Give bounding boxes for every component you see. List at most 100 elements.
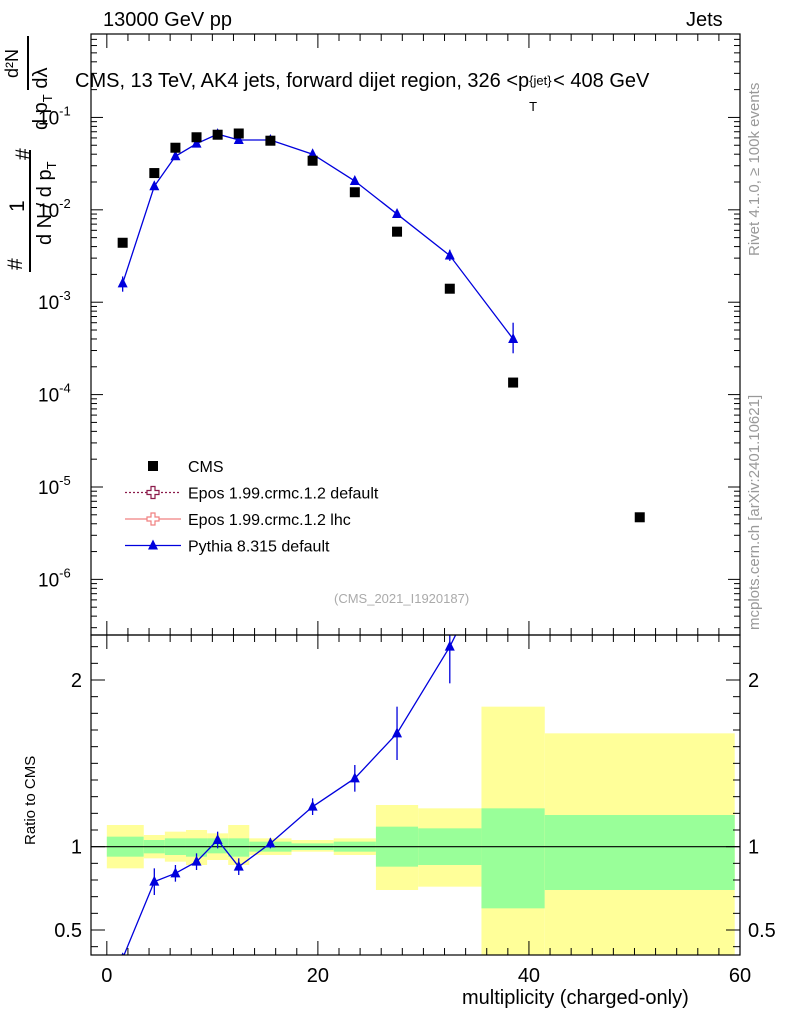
pythia-point xyxy=(392,208,403,219)
analysis-watermark: (CMS_2021_I1920187) xyxy=(334,591,470,606)
ratio-y-tick-label-right: 1 xyxy=(748,837,759,859)
y-axis-d2n: d²N xyxy=(2,48,22,78)
ratio-ticks: 0 20 40 60 0.5 0.5 1 1 2 2 xyxy=(54,635,776,987)
plot-title-sub: T xyxy=(529,99,538,114)
ratio-pythia-point xyxy=(191,855,202,866)
cms-data-point xyxy=(349,187,360,198)
pythia-point xyxy=(117,277,128,288)
y-axis-numerator: 1 xyxy=(6,200,29,212)
pythia-point xyxy=(508,332,519,343)
ratio-pythia-point xyxy=(444,640,455,651)
ratio-pythia-point xyxy=(392,727,403,738)
ratio-inner-band xyxy=(185,838,208,857)
y-axis-dlambda: dλ xyxy=(30,67,52,89)
y-tick-exponent: -5 xyxy=(59,473,71,488)
x-tick-label: 40 xyxy=(518,965,540,987)
y-axis-denominator: d N / d pT xyxy=(34,161,59,245)
cms-data-point xyxy=(191,132,202,143)
main-x-ticks xyxy=(106,34,741,635)
cms-data-point xyxy=(170,142,181,153)
ratio-y-axis-label: Ratio to CMS xyxy=(22,755,39,845)
legend-label: Pythia 8.315 default xyxy=(188,539,330,556)
y-axis-dp-dlambda: d pT dλ xyxy=(30,68,55,130)
main-y-ticks: 10-610-510-410-310-210-1 xyxy=(38,33,740,629)
ratio-y-tick-label-right: 0.5 xyxy=(748,920,776,942)
ratio-frame xyxy=(90,634,741,956)
y-tick-label: 10-4 xyxy=(38,381,71,407)
ratio-pythia-point xyxy=(349,772,360,783)
ratio-pythia-point xyxy=(149,875,160,886)
cms-data-point xyxy=(212,129,223,140)
ratio-pythia-point xyxy=(233,860,244,871)
pythia-point xyxy=(349,175,360,186)
y-tick-label: 10-6 xyxy=(38,565,71,591)
cms-data-point xyxy=(307,155,318,166)
legend-marker-epos xyxy=(146,512,160,526)
rivet-version-label: Rivet 4.1.0, ≥ 100k events xyxy=(746,82,763,256)
x-tick-label: 0 xyxy=(101,965,112,987)
y-axis-fraction-bar-2 xyxy=(27,36,29,90)
x-tick-label: 60 xyxy=(729,965,751,987)
legend-marker-pythia xyxy=(148,539,158,550)
pythia-point xyxy=(307,148,318,159)
cms-data-point xyxy=(149,168,160,179)
ratio-inner-band xyxy=(544,815,735,890)
ratio-clipped-group xyxy=(121,514,518,955)
cms-data-point xyxy=(265,135,276,146)
legend-label: CMS xyxy=(188,459,224,476)
y-axis-dp-sub: T xyxy=(40,94,55,103)
ratio-pythia-point xyxy=(508,514,518,524)
ratio-y-tick-label-left: 2 xyxy=(71,670,82,692)
cms-data-point xyxy=(508,377,519,388)
legend-label: Epos 1.99.crmc.1.2 lhc xyxy=(188,512,351,529)
x-tick-label: 20 xyxy=(307,965,329,987)
y-axis-hash-2: # xyxy=(12,148,35,160)
ratio-panel: 0 20 40 60 0.5 0.5 1 1 2 2 xyxy=(54,514,776,987)
ratio-y-tick-label-left: 0.5 xyxy=(54,920,82,942)
ratio-pythia-point xyxy=(307,800,318,811)
ratio-pythia-point xyxy=(212,834,223,844)
plot-title-sup: {jet} xyxy=(529,73,552,88)
mcplots-label: mcplots.cern.ch [arXiv:2401.10621] xyxy=(746,394,763,630)
y-axis-denominator-sub: T xyxy=(44,161,59,170)
y-axis-dp-text: d p xyxy=(30,102,52,130)
y-tick-label: 10-3 xyxy=(38,288,71,314)
y-tick-label: 10-5 xyxy=(38,473,71,499)
category-label: Jets xyxy=(686,9,723,31)
ratio-pythia-line xyxy=(123,635,457,955)
legend-marker-cms xyxy=(148,461,158,471)
y-tick-exponent: -6 xyxy=(59,565,71,580)
y-axis-denominator-text: d N / d p xyxy=(34,169,56,245)
pythia-point xyxy=(191,137,202,148)
ratio-inner-band xyxy=(481,808,545,909)
y-axis-hash-1: # xyxy=(4,258,27,270)
energy-label: 13000 GeV pp xyxy=(103,9,232,31)
pythia-point xyxy=(149,180,160,191)
ratio-uncertainty-bands xyxy=(91,706,740,955)
y-tick-exponent: -2 xyxy=(59,196,71,211)
y-tick-label: 10-2 xyxy=(38,196,71,222)
pythia-line xyxy=(122,133,514,340)
ratio-marks xyxy=(121,514,518,955)
pythia-point xyxy=(170,150,181,161)
ratio-inner-band xyxy=(228,838,250,857)
x-axis-label: multiplicity (charged-only) xyxy=(462,987,689,1009)
ratio-pythia-point xyxy=(170,867,181,878)
plot-title-tail: < 408 GeV xyxy=(553,70,650,92)
y-axis-fraction-bar-1 xyxy=(29,150,31,272)
y-tick-exponent: -3 xyxy=(59,288,71,303)
cms-data-point xyxy=(634,512,645,523)
cms-data-point xyxy=(117,237,128,248)
plot-title-main: CMS, 13 TeV, AK4 jets, forward dijet reg… xyxy=(75,70,530,92)
cms-data-point xyxy=(444,283,455,294)
ratio-pythia-point xyxy=(121,952,124,955)
ratio-y-tick-label-left: 1 xyxy=(71,837,82,859)
cms-data-point xyxy=(233,128,244,139)
legend-label: Epos 1.99.crmc.1.2 default xyxy=(188,486,379,503)
pythia-point xyxy=(233,133,244,144)
legend-marker-epos xyxy=(146,485,160,500)
y-tick-exponent: -4 xyxy=(59,381,71,396)
ratio-y-tick-label-right: 2 xyxy=(748,670,759,692)
